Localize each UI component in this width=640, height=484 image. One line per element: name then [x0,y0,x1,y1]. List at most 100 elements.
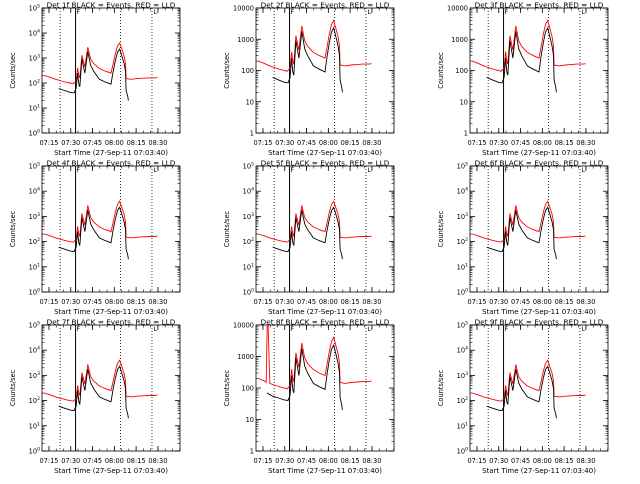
x-tick-label: 08:00 [105,139,124,147]
x-tick-label: 08:00 [319,457,338,465]
y-tick-label: 104 [457,346,468,355]
x-axis-label: Start Time (27-Sep-11 07:03:40) [54,149,168,157]
x-tick-label: 08:00 [533,298,552,306]
panel-title: Det 8f BLACK = Events, RED = LLD [261,318,390,327]
marker-F: F [77,8,81,16]
marker-L: L [367,166,371,174]
series-lld [472,359,586,402]
plot-frame [469,165,609,293]
plot-frame [41,165,181,293]
y-tick-label: 100 [29,447,40,456]
series-events [272,26,343,93]
y-tick-label: 1 [250,448,254,456]
y-tick-label: 105 [29,162,40,171]
x-tick-label: 08:15 [127,298,146,306]
y-tick-label: 102 [457,237,468,246]
det-panel-9: Det 9f BLACK = Events, RED = LLD Counts/s… [437,318,609,475]
x-tick-label: 07:45 [83,139,102,147]
marker-L: L [581,166,585,174]
x-axis-label: Start Time (27-Sep-11 07:03:40) [268,467,382,475]
x-tick-label: 07:15 [39,139,58,147]
y-tick-label: 1 [250,130,254,138]
y-tick-label: 105 [29,321,40,330]
plot-frame [469,324,609,452]
x-tick-label: 07:15 [253,457,272,465]
y-tick-label: 10 [246,416,254,424]
x-tick-label: 07:15 [253,298,272,306]
series-lld [472,200,586,243]
x-tick-label: 07:45 [511,457,530,465]
y-tick-label: 10 [246,98,254,106]
y-axis-label: Counts/sec [9,369,17,406]
y-axis-label: Counts/sec [437,210,445,247]
x-tick-label: 07:30 [489,457,508,465]
panel-title: Det 9f BLACK = Events, RED = LLD [475,318,604,327]
series-events [58,365,129,419]
x-tick-label: 07:15 [467,298,486,306]
marker-F: F [77,166,81,174]
x-tick-label: 08:00 [105,298,124,306]
marker-F: F [505,8,509,16]
y-tick-label: 104 [457,187,468,196]
y-tick-label: 101 [457,262,468,271]
y-tick-label: 100 [241,67,254,75]
x-tick-label: 07:45 [297,298,316,306]
y-tick-label: 103 [29,54,40,63]
marker-F: F [505,325,509,333]
x-tick-label: 08:30 [576,298,595,306]
y-tick-label: 103 [457,371,468,380]
x-tick-label: 07:30 [61,298,80,306]
y-tick-label: 101 [29,421,40,430]
x-tick-label: 08:15 [555,457,574,465]
y-tick-label: 103 [29,371,40,380]
x-tick-label: 08:00 [319,298,338,306]
y-axis-label: Counts/sec [223,210,231,247]
x-tick-label: 08:30 [148,457,167,465]
x-tick-label: 08:00 [319,139,338,147]
y-axis-label: Counts/sec [9,210,17,247]
panel-title: Det 5f BLACK = Events, RED = LLD [261,159,390,168]
y-tick-label: 101 [29,104,40,113]
y-tick-label: 100 [29,129,40,138]
y-axis-label: Counts/sec [9,52,17,89]
y-tick-label: 104 [29,346,40,355]
y-tick-label: 100 [29,288,40,297]
x-tick-label: 07:45 [83,298,102,306]
plot-frame [255,165,395,293]
series-events [486,26,557,93]
series-events [272,206,343,260]
x-tick-label: 08:30 [362,298,381,306]
marker-F: F [291,8,295,16]
y-tick-label: 10 [460,98,468,106]
marker-L: L [367,8,371,16]
series-lld [258,325,372,390]
x-tick-label: 08:15 [127,457,146,465]
x-tick-label: 08:15 [127,139,146,147]
panel-title: Det 4f BLACK = Events, RED = LLD [47,159,176,168]
x-axis-label: Start Time (27-Sep-11 07:03:40) [54,308,168,316]
series-events [486,365,557,419]
x-tick-label: 07:45 [297,457,316,465]
x-axis-label: Start Time (27-Sep-11 07:03:40) [268,149,382,157]
x-tick-label: 08:30 [148,298,167,306]
y-tick-label: 102 [457,396,468,405]
x-tick-label: 07:15 [467,139,486,147]
marker-L: L [367,325,371,333]
x-tick-label: 07:45 [83,457,102,465]
series-events [58,206,129,260]
y-tick-label: 100 [457,288,468,297]
x-tick-label: 07:45 [511,298,530,306]
det-panel-6: Det 6f BLACK = Events, RED = LLD Counts/s… [437,159,609,316]
y-tick-label: 102 [29,396,40,405]
x-tick-label: 07:30 [489,298,508,306]
y-tick-label: 101 [29,262,40,271]
y-tick-label: 103 [243,212,254,221]
marker-L: L [581,325,585,333]
x-axis-label: Start Time (27-Sep-11 07:03:40) [54,467,168,475]
y-tick-label: 10000 [447,5,468,13]
y-tick-label: 10000 [233,322,254,330]
panel-title: Det 7f BLACK = Events, RED = LLD [47,318,176,327]
y-tick-label: 10000 [233,5,254,13]
panel-title: Det 1f BLACK = Events, RED = LLD [47,1,176,10]
